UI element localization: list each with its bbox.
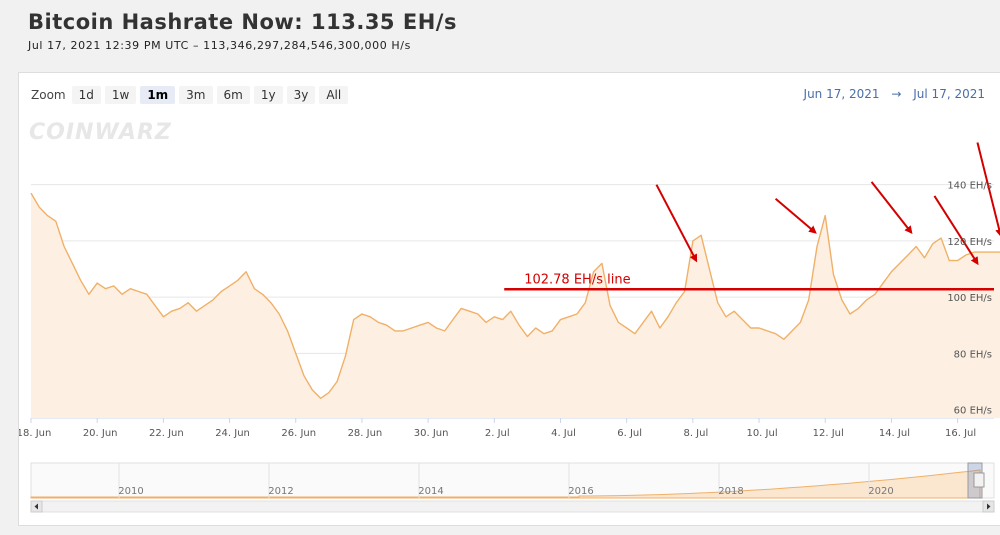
- watermark-logo: COINWARZ: [29, 120, 172, 145]
- zoom-1y-button[interactable]: 1y: [253, 86, 283, 104]
- y-tick-label: 60 EH/s: [954, 406, 992, 417]
- x-tick-label: 12. Jul: [813, 428, 844, 439]
- scroll-left-icon: [34, 503, 38, 510]
- zoom-all-button[interactable]: All: [319, 86, 349, 104]
- x-tick-label: 20. Jun: [83, 428, 118, 439]
- annotation-arrow: [976, 142, 1000, 238]
- range-separator: →: [891, 87, 902, 101]
- annotation-arrows: [655, 142, 1000, 266]
- zoom-6m-button[interactable]: 6m: [216, 86, 250, 104]
- zoom-3y-button[interactable]: 3y: [286, 86, 316, 104]
- y-tick-label: 100 EH/s: [947, 293, 992, 304]
- annotation-arrow: [933, 195, 979, 266]
- y-tick-label: 140 EH/s: [947, 181, 992, 192]
- scroll-right-icon: [987, 503, 991, 510]
- zoom-1m-button[interactable]: 1m: [140, 86, 176, 104]
- y-tick-label: 120 EH/s: [947, 237, 992, 248]
- x-tick-label: 28. Jun: [348, 428, 383, 439]
- reference-line-label: 102.78 EH/s line: [524, 272, 630, 287]
- navigator-year-label: 2018: [718, 486, 743, 497]
- x-tick-label: 22. Jun: [149, 428, 184, 439]
- navigator-year-label: 2016: [568, 486, 593, 497]
- x-tick-label: 2. Jul: [485, 428, 510, 439]
- range-to-input[interactable]: Jul 17, 2021: [913, 87, 985, 101]
- zoom-3m-button[interactable]: 3m: [179, 86, 213, 104]
- series-line: [30, 192, 1000, 399]
- y-axis: 60 EH/s 80 EH/s 100 EH/s 120 EH/s 140 EH/s: [947, 181, 992, 417]
- x-tick-label: 6. Jul: [617, 428, 642, 439]
- hashrate-chart: COINWARZ 102.78 EH/s line 60 EH/s 80 EH/s…: [19, 120, 1000, 513]
- zoom-1w-button[interactable]: 1w: [104, 86, 137, 104]
- x-tick-label: 4. Jul: [551, 428, 576, 439]
- x-tick-label: 30. Jun: [414, 428, 449, 439]
- zoom-label: Zoom: [31, 88, 66, 102]
- scrollbar-track[interactable]: [30, 500, 995, 513]
- y-tick-label: 80 EH/s: [954, 349, 992, 360]
- page-subtitle: Jul 17, 2021 12:39 PM UTC – 113,346,297,…: [28, 39, 411, 52]
- navigator-series: [30, 469, 981, 499]
- series-area: [30, 192, 1000, 418]
- range-from-input[interactable]: Jun 17, 2021: [803, 87, 880, 101]
- zoom-1d-button[interactable]: 1d: [71, 86, 101, 104]
- x-tick-label: 14. Jul: [879, 428, 910, 439]
- annotation-arrow: [655, 184, 698, 263]
- x-tick-label: 10. Jul: [746, 428, 777, 439]
- navigator-year-label: 2012: [268, 486, 293, 497]
- page-title: Bitcoin Hashrate Now: 113.35 EH/s: [28, 10, 457, 34]
- x-tick-label: 16. Jul: [945, 428, 976, 439]
- navigator-year-label: 2014: [418, 486, 443, 497]
- date-range: Jun 17, 2021 → Jul 17, 2021: [800, 87, 989, 101]
- x-tick-label: 24. Jun: [215, 428, 250, 439]
- x-tick-label: 8. Jul: [683, 428, 708, 439]
- navigator-handle[interactable]: [973, 472, 985, 488]
- navigator-year-label: 2010: [118, 486, 143, 497]
- x-tick-label: 18. Jun: [19, 428, 51, 439]
- navigator[interactable]: 2010 2012 2014 2016 2018 2020: [30, 462, 995, 513]
- zoom-controls: Zoom 1d 1w 1m 3m 6m 1y 3y All: [31, 86, 352, 104]
- annotation-arrow: [870, 181, 913, 235]
- series-fill: [31, 193, 1000, 418]
- annotation-arrow: [774, 197, 817, 234]
- reference-line-group: 102.78 EH/s line: [504, 272, 994, 291]
- x-axis: 18. Jun 20. Jun 22. Jun 24. Jun 26. Jun 28. J…: [19, 418, 976, 439]
- chart-panel: Zoom 1d 1w 1m 3m 6m 1y 3y All Jun 17, 20…: [18, 72, 1000, 526]
- x-tick-label: 26. Jun: [281, 428, 316, 439]
- navigator-year-label: 2020: [868, 486, 893, 497]
